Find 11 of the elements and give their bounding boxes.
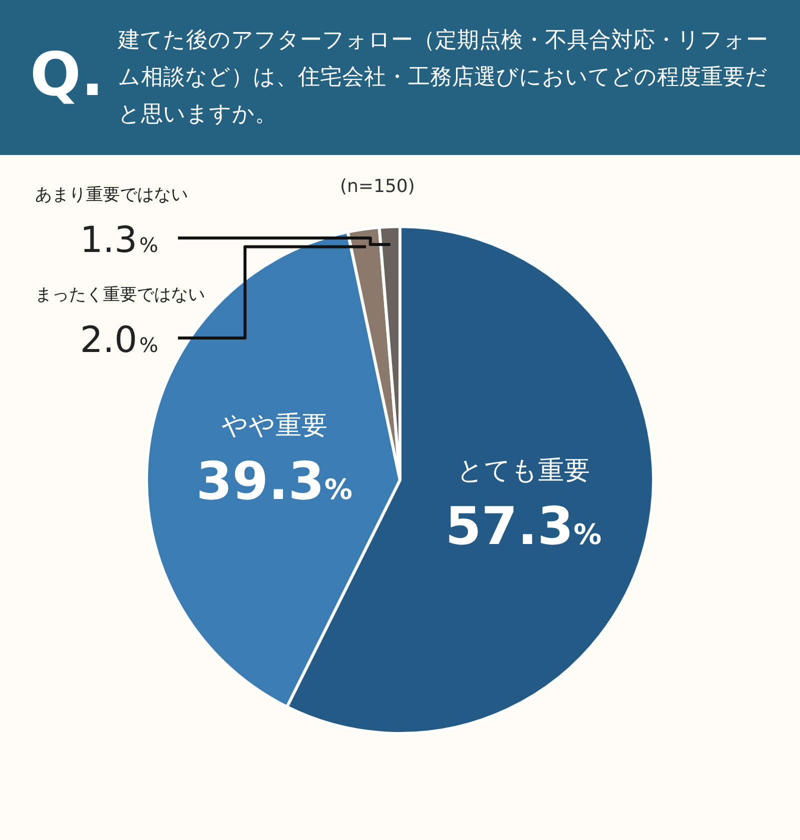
data-label: 1.3% <box>80 220 158 261</box>
slice-label: とても重要 <box>456 456 590 486</box>
slice-label: やや重要 <box>221 410 328 441</box>
slice-label: あまり重要ではない <box>35 185 188 205</box>
text: (n=150) <box>340 176 415 197</box>
chart-title: 建てた後のアフターフォロー（定期点検・不具合対応・リフォーム相談など）は、住宅会社・工務店選びにおいてどの程度重要だと思いますか。 <box>118 27 769 129</box>
data-label: 57.3% <box>445 497 602 558</box>
text: Q. <box>30 40 104 110</box>
slice-label: まったく重要ではない <box>35 285 205 305</box>
data-label: 2.0% <box>80 320 158 361</box>
data-label: 39.3% <box>196 452 352 512</box>
